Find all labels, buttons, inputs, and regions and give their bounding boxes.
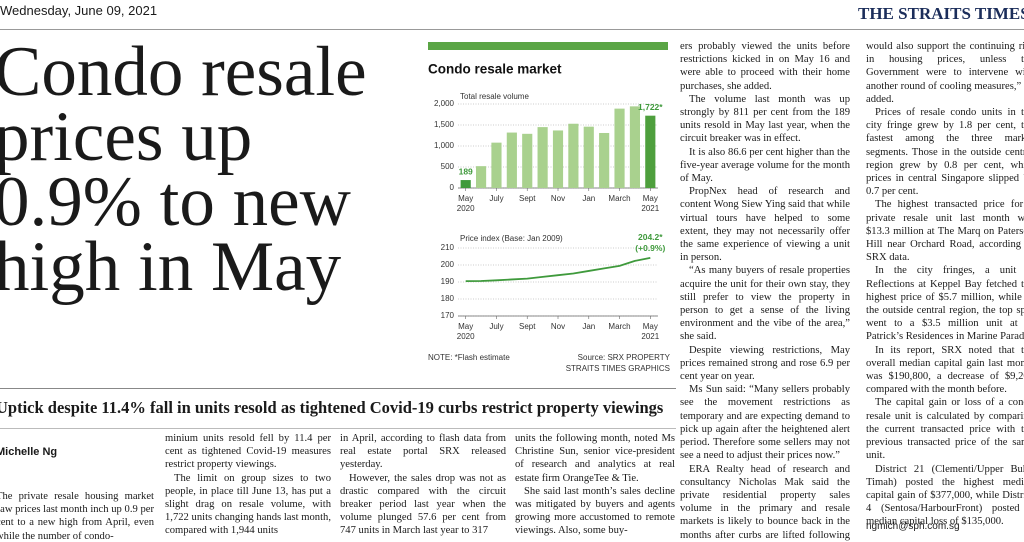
x-tick-label: Jan: [582, 322, 595, 331]
chart-note: NOTE: *Flash estimate: [428, 353, 510, 362]
x-tick-label: May: [643, 194, 658, 203]
bar: [614, 108, 625, 188]
text-column: would also support the continuing rise i…: [866, 40, 1024, 529]
x-tick-label: July: [489, 194, 503, 203]
bar: [599, 132, 610, 188]
paragraph: In its report, SRX noted that the overal…: [866, 344, 1024, 396]
paragraph: District 21 (Clementi/Upper Bukit Timah)…: [866, 463, 1024, 528]
y-tick-label: 1,500: [434, 120, 455, 129]
paragraph: Prices of resale condo units in the city…: [866, 107, 1024, 198]
chart-source: Source: SRX PROPERTY: [578, 353, 671, 362]
paragraph: It is also 86.6 per cent higher than the…: [680, 146, 850, 185]
x-tick-label: May: [458, 194, 473, 203]
email: ngmich@sph.com.sg: [866, 521, 960, 532]
paragraph: PropNex head of research and content Won…: [680, 186, 850, 264]
y-tick-label: 0: [450, 183, 455, 192]
paragraph: The capital gain or loss of a condo resa…: [866, 397, 1024, 462]
value-label: 1,722*: [638, 102, 663, 112]
x-tick-label: March: [608, 322, 630, 331]
bar: [491, 142, 502, 188]
value-label: 204.2*: [638, 232, 663, 242]
paragraph: Ms Sun said: “Many sellers probably see …: [680, 384, 850, 462]
paragraph: would also support the continuing rise i…: [866, 41, 1024, 105]
x-tick-sublabel: 2020: [457, 332, 475, 341]
text-column: ers probably viewed the units before res…: [680, 40, 850, 542]
y-tick-label: 180: [441, 294, 455, 303]
x-tick-label: May: [643, 322, 658, 331]
x-tick-label: May: [458, 322, 473, 331]
y-tick-label: 190: [441, 277, 455, 286]
text-column: minium units resold fell by 11.4 per cen…: [165, 432, 331, 538]
x-tick-label: Nov: [551, 322, 565, 331]
paragraph: The volume last month was up strongly by…: [680, 93, 850, 145]
y-tick-label: 200: [441, 260, 455, 269]
bar: [552, 130, 564, 188]
headline-line: 0.9% to new: [0, 163, 351, 241]
y-tick-label: 500: [441, 162, 455, 171]
bar: [506, 132, 517, 188]
bar: [522, 133, 533, 188]
date: Wednesday, June 09, 2021: [0, 3, 158, 18]
paragraph: units the following month, noted Ms Chri…: [515, 433, 675, 484]
bar: [476, 166, 487, 188]
paragraph: in April, according to flash data from r…: [340, 433, 506, 471]
paragraph: Despite viewing restrictions, May prices…: [680, 344, 850, 383]
annotation: (+0.9%): [635, 243, 665, 253]
paragraph: “As many buyers of resale properties acq…: [680, 265, 850, 343]
paragraph: She said last month’s sales decline was …: [515, 485, 675, 537]
x-tick-sublabel: 2020: [457, 204, 475, 213]
y-tick-label: 2,000: [434, 99, 455, 108]
headline-line: Condo resale: [0, 33, 367, 111]
chart-box: Condo resale market NOTE: *Flash estimat…: [428, 42, 671, 373]
paragraph: However, the sales drop was not as drast…: [340, 472, 506, 537]
x-tick-sublabel: 2021: [641, 204, 659, 213]
x-tick-label: Nov: [551, 194, 565, 203]
paragraph: minium units resold fell by 11.4 per cen…: [165, 433, 331, 471]
y-tick-label: 1,000: [434, 141, 455, 150]
paragraph: ERA Realty head of research and consulta…: [680, 463, 850, 541]
line: [465, 256, 651, 283]
bar: [629, 106, 640, 188]
bar: [645, 115, 656, 188]
x-tick-label: March: [608, 194, 630, 203]
bar: [583, 126, 594, 188]
chart-box-title: Condo resale market: [428, 62, 562, 77]
bar: [537, 127, 548, 188]
headline-line: prices up: [0, 98, 253, 176]
x-tick-sublabel: 2021: [641, 332, 659, 341]
text-column: The private resale housing market saw pr…: [0, 490, 154, 542]
text-column: in April, according to flash data from r…: [340, 432, 506, 538]
deck: Uptick despite 11.4% fall in units resol…: [0, 398, 664, 417]
x-tick-label: Sept: [519, 322, 536, 331]
bar: [460, 180, 471, 188]
byline: Michelle Ng: [0, 446, 58, 458]
y-tick-label: 170: [441, 311, 455, 320]
x-tick-label: Sept: [519, 194, 536, 203]
paragraph: The limit on group sizes to two people, …: [165, 472, 331, 537]
y-tick-label: 210: [441, 243, 455, 252]
paragraph: The highest transacted price for a priva…: [866, 199, 1024, 264]
masthead: THE STRAITS TIMES: [858, 4, 1024, 23]
headline: Condo resale prices up 0.9% to new high …: [0, 33, 414, 306]
paragraph: The private resale housing market saw pr…: [0, 491, 154, 542]
bar: [568, 123, 579, 188]
x-tick-label: July: [489, 322, 503, 331]
value-label: 189: [459, 166, 473, 176]
rule: [0, 428, 676, 429]
chart-source: STRAITS TIMES GRAPHICS: [566, 364, 670, 373]
headline-line: high in May: [0, 228, 342, 306]
rule: [0, 388, 676, 389]
chart-title: Total resale volume: [460, 92, 529, 101]
chart-stripe: [428, 42, 668, 50]
paragraph: In the city fringes, a unit at Reflectio…: [866, 265, 1024, 343]
text-column: units the following month, noted Ms Chri…: [515, 432, 675, 538]
rule: [0, 29, 1024, 30]
chart-title: Price index (Base: Jan 2009): [460, 234, 563, 243]
paragraph: ers probably viewed the units before res…: [680, 41, 850, 92]
x-tick-label: Jan: [582, 194, 595, 203]
